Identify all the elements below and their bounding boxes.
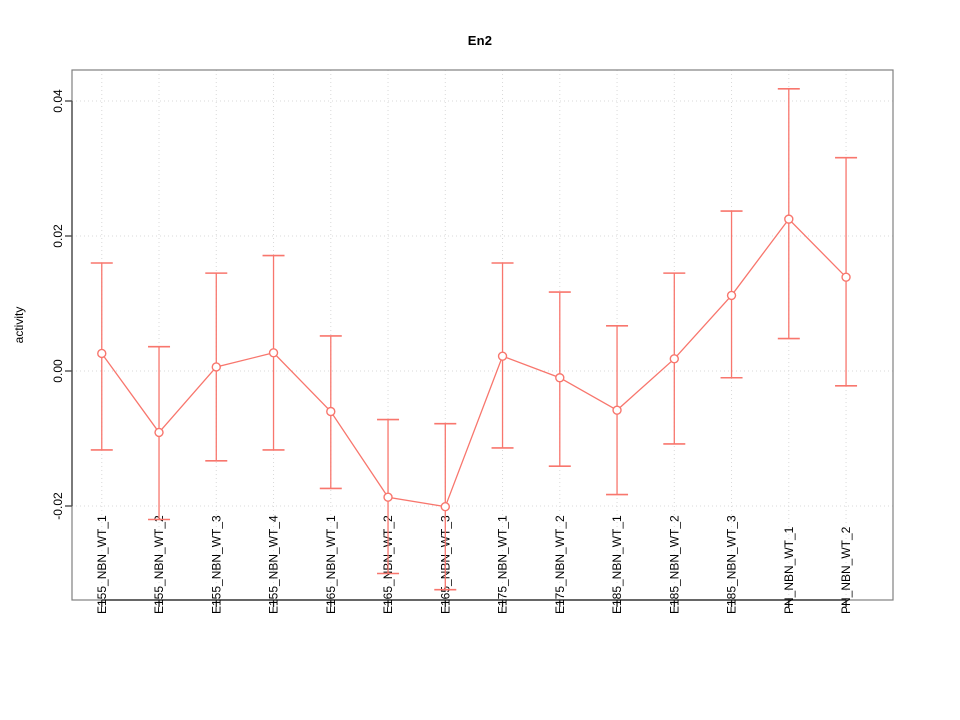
y-tick-label: 0.02 xyxy=(51,224,65,248)
x-tick-label: PN_NBN_WT_2 xyxy=(839,526,853,614)
x-tick-label: E175_NBN_WT_2 xyxy=(553,515,567,614)
data-point-marker xyxy=(841,272,851,282)
data-point-marker xyxy=(669,354,679,364)
plot-frame xyxy=(71,69,894,601)
x-tick-label: E155_NBN_WT_4 xyxy=(267,515,281,614)
x-tick-label: E175_NBN_WT_1 xyxy=(496,515,510,614)
data-point-marker xyxy=(268,348,279,358)
data-points xyxy=(97,214,851,512)
data-point-marker xyxy=(726,290,737,301)
data-point-marker xyxy=(784,214,794,224)
y-tick-label: 0.04 xyxy=(51,89,65,113)
x-axis-ticks: E155_NBN_WT_1 E155_NBN_WT_2 E155_NBN_WT_3 E… xyxy=(95,515,853,614)
data-point-marker xyxy=(211,362,221,372)
data-point-marker xyxy=(97,348,107,359)
x-tick-label: E155_NBN_WT_3 xyxy=(209,515,223,614)
x-tick-label: E155_NBN_WT_1 xyxy=(95,515,109,614)
gridlines xyxy=(72,70,893,600)
x-tick-label: PN_NBN_WT_1 xyxy=(782,526,796,614)
data-point-marker xyxy=(154,427,164,438)
data-point-marker xyxy=(612,405,622,415)
x-tick-label: E155_NBN_WT_2 xyxy=(152,515,166,614)
axes xyxy=(71,69,894,601)
data-point-marker xyxy=(497,351,508,361)
data-point-marker xyxy=(383,492,393,502)
error-bars xyxy=(90,88,858,591)
data-point-marker xyxy=(555,373,565,383)
data-point-marker xyxy=(326,406,336,417)
y-tick-label: 0.00 xyxy=(51,359,65,383)
x-tick-label: E185_NBN_WT_1 xyxy=(610,515,624,614)
data-line xyxy=(101,218,847,508)
x-tick-label: E165_NBN_WT_1 xyxy=(324,515,338,614)
x-tick-label: E185_NBN_WT_2 xyxy=(667,515,681,614)
chart-title: En2 xyxy=(467,33,493,48)
y-tick-label: -0.02 xyxy=(51,492,65,520)
y-axis-ticks: -0.02 0.00 0.02 0.04 xyxy=(51,89,72,520)
series-polyline xyxy=(101,218,847,508)
data-point-marker xyxy=(440,501,450,512)
x-tick-label: E185_NBN_WT_3 xyxy=(725,515,739,614)
